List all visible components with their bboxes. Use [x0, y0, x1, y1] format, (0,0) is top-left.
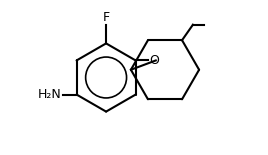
Text: O: O — [149, 54, 159, 67]
Text: F: F — [103, 11, 110, 24]
Text: H₂N: H₂N — [38, 88, 62, 101]
